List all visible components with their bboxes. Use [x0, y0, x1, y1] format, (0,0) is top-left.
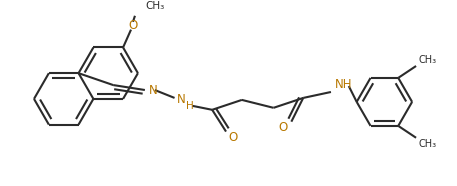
Text: CH₃: CH₃	[418, 55, 436, 65]
Text: O: O	[128, 19, 138, 32]
Text: CH₃: CH₃	[146, 1, 165, 11]
Text: N: N	[149, 84, 158, 97]
Text: CH₃: CH₃	[418, 139, 436, 149]
Text: N: N	[176, 93, 185, 106]
Text: O: O	[279, 121, 288, 134]
Text: NH: NH	[335, 78, 352, 91]
Text: O: O	[228, 131, 237, 144]
Text: H: H	[186, 101, 194, 111]
